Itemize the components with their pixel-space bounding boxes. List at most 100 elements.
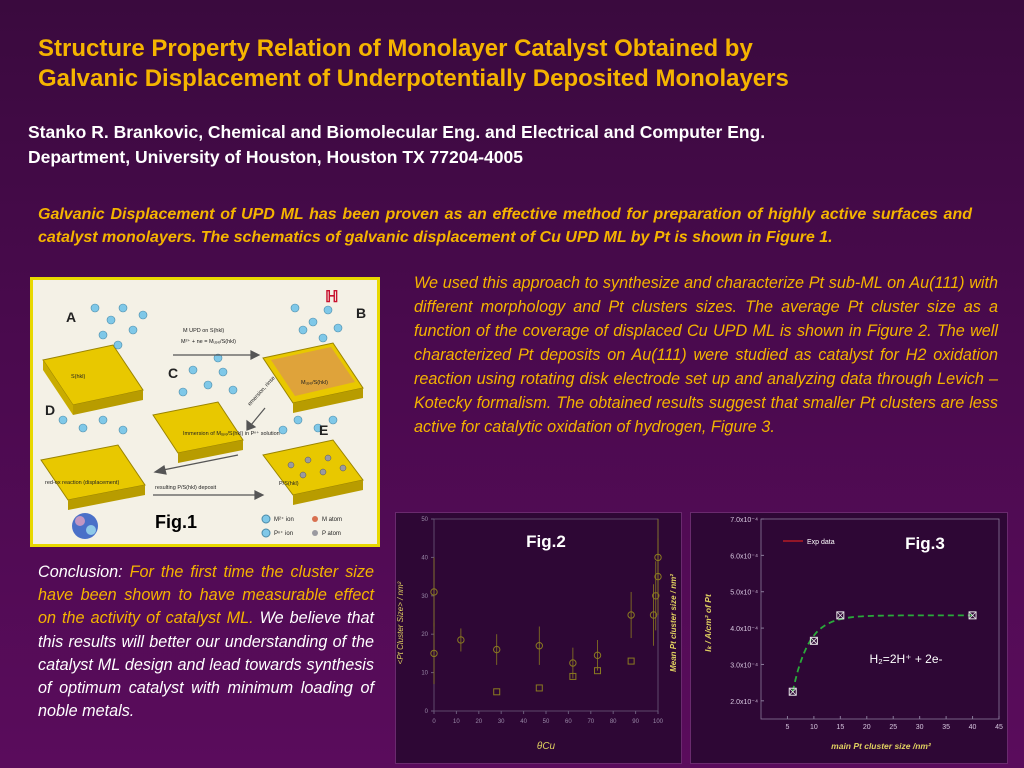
label-emersion: emersion, rinse <box>247 375 277 407</box>
fig2-data-point <box>430 649 438 658</box>
schematic-graphic: A B C D E M UPD on S(hkl) M²⁺ + ne = Mᵤₚ… <box>40 289 366 539</box>
fig3-y-tick-label: 3.0x10⁻⁴ <box>730 662 758 669</box>
conclusion-rest: We believe that this results will better… <box>38 609 374 721</box>
process-arrows <box>153 350 266 500</box>
fig3-x-tick-label: 10 <box>810 724 818 731</box>
fig3-axes-frame <box>760 518 1000 720</box>
p-ion-icon <box>261 528 271 538</box>
fig3-plot: 5 10 15 20 25 30 35 40 45 2.0x10⁻⁴ 3.0x10⁻⁴ 4.0x10⁻… <box>703 517 1003 751</box>
authors-line-2: Department, University of Houston, Houst… <box>28 147 523 167</box>
fig3-x-tick-label: 5 <box>785 724 789 731</box>
fig3-x-tick-label: 15 <box>836 724 844 731</box>
fig2-data-point-square <box>569 672 577 680</box>
fig2-y-axis-label: <Pt Cluster Size> / nm² <box>396 581 405 664</box>
fig2-x-tick-label: 100 <box>653 719 664 725</box>
fig3-x-axis-label: main Pt cluster size /nm² <box>831 741 932 751</box>
m-ion-icon <box>261 514 271 524</box>
fig3-data-point <box>968 611 977 620</box>
label-eq: M²⁺ + ne = Mᵤₚₑ/S(hkl) <box>181 338 236 345</box>
fig3-data-point-cross <box>837 612 844 619</box>
fig2-data-point <box>654 553 662 562</box>
ions-group-e <box>278 415 338 435</box>
deposit-atoms <box>287 454 347 479</box>
fig3-x-tick-label: 35 <box>942 724 950 731</box>
fig2-x-axis-label: θCu <box>537 741 556 752</box>
label-c: C <box>168 365 178 381</box>
schematic-legend: M²⁺ ion Pⁿ⁺ ion M atom P atom <box>261 514 342 538</box>
fig3-data-point <box>788 687 797 696</box>
legend-m-atom: M atom <box>322 517 342 523</box>
ions-group-a <box>90 303 148 350</box>
fig2-x-tick-label: 60 <box>565 719 572 725</box>
label-mupd-s: Mᵤₚₑ/S(hkl) <box>301 380 328 386</box>
fig3-y-axis-label: Iₖ / A/cm² of Pt <box>703 593 713 652</box>
fig2-y-tick-label: 0 <box>425 709 429 715</box>
label-ps: P/S(hkl) <box>279 481 299 487</box>
fig2-data-point <box>649 611 658 619</box>
fig2-y-tick-label: 50 <box>421 517 428 523</box>
fig2-data-point <box>430 588 438 596</box>
fig2-data-point <box>652 592 660 600</box>
fig1-caption: Fig.1 <box>155 512 198 532</box>
fig2-data-point-square <box>594 667 602 675</box>
fig2-x-tick-label: 50 <box>543 719 550 725</box>
fig2-x-tick-label: 30 <box>498 719 505 725</box>
figure-1-schematic: A B C D E M UPD on S(hkl) M²⁺ + ne = Mᵤₚ… <box>30 277 380 547</box>
fig3-x-tick-label: 30 <box>916 724 924 731</box>
poster-title: Structure Property Relation of Monolayer… <box>38 34 998 94</box>
legend-p-atom: P atom <box>322 531 341 537</box>
fig2-data-point-square <box>493 688 501 696</box>
fig3-y-tick-label: 5.0x10⁻⁴ <box>730 590 758 597</box>
ions-group-b <box>290 303 343 343</box>
fig2-y-tick-label: 20 <box>421 632 428 638</box>
fig3-data-point-cross <box>810 637 818 645</box>
fig3-x-tick-label: 25 <box>889 724 897 731</box>
fig2-data-point <box>627 611 635 619</box>
fig3-data-point-cross <box>969 612 976 619</box>
intro-paragraph: Galvanic Displacement of UPD ML has been… <box>38 206 972 246</box>
label-b: B <box>356 305 366 321</box>
label-redox: red-ox reaction (displacement) <box>45 480 119 486</box>
fig2-x-tick-label: 80 <box>610 719 617 725</box>
fig2-data-point <box>457 636 465 644</box>
fig3-x-tick-label: 20 <box>863 724 871 731</box>
figure-3-chart: 5 10 15 20 25 30 35 40 45 2.0x10⁻⁴ 3.0x10⁻⁴ 4.0x10⁻… <box>690 512 1008 764</box>
conclusion-highlight: For the first time the cluster size have… <box>38 563 374 628</box>
fig2-data-point-square <box>535 684 543 692</box>
label-mupd: M UPD on S(hkl) <box>183 328 224 334</box>
fig3-data-point-cross <box>789 688 797 696</box>
title-line-2: Galvanic Displacement of Underpotentiall… <box>38 65 789 92</box>
fig2-x-tick-label: 90 <box>632 719 639 725</box>
ions-group-c <box>178 353 238 397</box>
figure-2-chart: 0 10 20 30 40 50 60 70 80 90 100 0 10 20 30 40 50 Fig.2 θC… <box>395 512 682 764</box>
fig2-data-point <box>493 645 501 654</box>
fig3-data-point <box>836 611 845 620</box>
label-shkl: S(hkl) <box>71 374 86 380</box>
results-paragraph: We used this approach to synthesize and … <box>414 274 998 436</box>
label-a: A <box>66 309 76 325</box>
fig3-y-tick-label: 7.0x10⁻⁴ <box>730 517 758 524</box>
label-immersion: Immersion of Mᵤₚₑ/S(hkl) in Pⁿ⁺ solution <box>183 430 280 437</box>
title-line-1: Structure Property Relation of Monolayer… <box>38 35 753 62</box>
legend-p-ion: Pⁿ⁺ ion <box>274 530 293 537</box>
authors-line-1: Stanko R. Brankovic, Chemical and Biomol… <box>28 122 766 142</box>
fig3-x-tick-label: 45 <box>995 724 1003 731</box>
fig2-x-tick-label: 10 <box>453 719 460 725</box>
fig3-annotation: H₂=2H⁺ + 2e- <box>869 652 942 666</box>
label-d: D <box>45 402 55 418</box>
fig3-y-tick-label: 6.0x10⁻⁴ <box>730 553 758 560</box>
fig3-fit-curve <box>791 614 973 692</box>
label-result: resulting P/S(hkl) deposit <box>155 485 217 491</box>
fig2-x-tick-label: 0 <box>432 719 436 725</box>
ions-group-d <box>58 415 128 435</box>
p-atom-icon <box>312 530 318 536</box>
fig2-data-point-square <box>627 657 635 665</box>
fig3-title: Fig.3 <box>905 534 945 553</box>
fig2-title: Fig.2 <box>526 532 566 551</box>
fig2-data-point <box>593 651 602 660</box>
fig2-y2-axis-label: Mean Pt cluster size / nm² <box>669 574 678 672</box>
legend-m-ion: M²⁺ ion <box>274 516 294 523</box>
fig3-y-tick-label: 2.0x10⁻⁴ <box>730 699 758 706</box>
authors: Stanko R. Brankovic, Chemical and Biomol… <box>28 120 1008 170</box>
globe-icon <box>72 513 98 539</box>
